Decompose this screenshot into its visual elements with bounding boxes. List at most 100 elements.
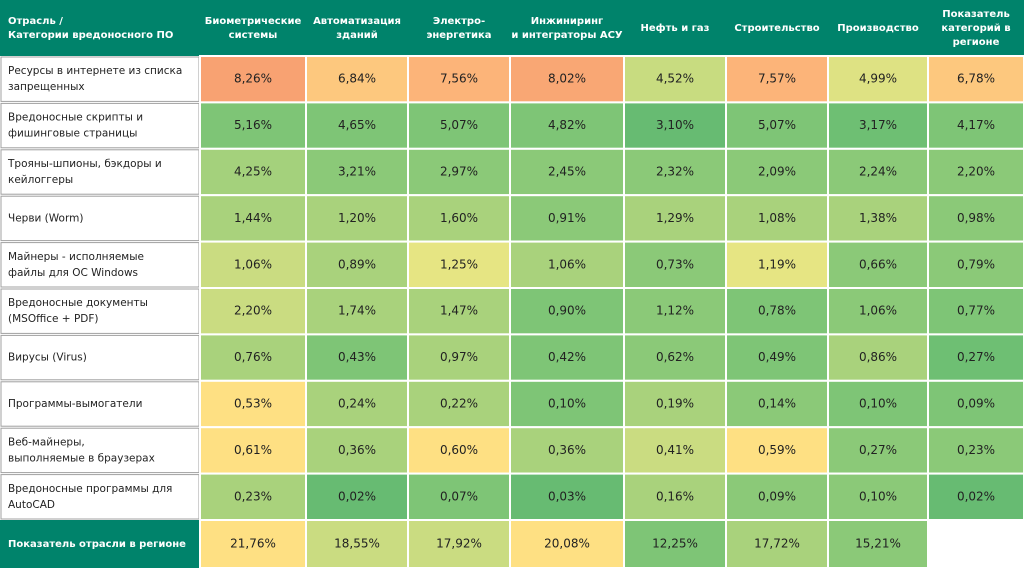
- heatmap-cell: [509, 240, 625, 290]
- cell-value: 0,24%: [338, 397, 376, 411]
- cell-value: 3,10%: [656, 118, 694, 132]
- column-header: Нефть и газ: [641, 22, 710, 34]
- column-header: энергетика: [426, 30, 491, 41]
- row-label: Трояны-шпионы, бэкдоры и: [7, 158, 162, 170]
- heatmap-cell: [199, 472, 307, 522]
- cell-value: 0,66%: [859, 257, 897, 271]
- row-label: Черви (Worm): [8, 212, 83, 224]
- row-label: фишинговые страницы: [8, 128, 137, 140]
- cell-value: 0,98%: [957, 211, 995, 225]
- column-header: Производство: [837, 23, 919, 34]
- heatmap-cell: [827, 426, 929, 475]
- heatmap-cell: [827, 147, 929, 197]
- cell-value: 0,02%: [957, 489, 995, 503]
- heatmap-cell: [827, 472, 929, 522]
- heatmap-cell: [305, 333, 409, 382]
- heatmap-cell: [927, 147, 1024, 197]
- cell-value: 0,59%: [758, 443, 796, 457]
- cell-value: 7,56%: [440, 72, 478, 86]
- heatmap-cell: [407, 472, 511, 522]
- row-label: запрещенных: [8, 81, 85, 93]
- cell-value: 4,99%: [859, 72, 897, 86]
- cell-value: 1,06%: [234, 257, 272, 271]
- corner-header: Категории вредоносного ПО: [8, 30, 173, 41]
- column-header: и интеграторы АСУ: [511, 30, 623, 41]
- row-label-cell: [0, 242, 200, 288]
- cell-value: 0,09%: [957, 397, 995, 411]
- cell-value: 1,47%: [440, 304, 478, 318]
- cell-value: 2,32%: [656, 165, 694, 179]
- cell-value: 0,61%: [234, 443, 272, 457]
- header-bar: [0, 0, 1024, 56]
- row-label-cell: [0, 381, 200, 427]
- heatmap-cell: [199, 147, 307, 197]
- cell-value: 2,20%: [957, 165, 995, 179]
- heatmap-cell: [927, 333, 1024, 382]
- column-header: регионе: [953, 37, 1000, 48]
- footer-value: 12,25%: [652, 537, 698, 551]
- cell-value: 0,62%: [656, 350, 694, 364]
- heatmap-cell: [199, 426, 307, 475]
- column-header: зданий: [336, 30, 378, 41]
- row-label: выполняемые в браузерах: [8, 452, 155, 464]
- cell-value: 0,49%: [758, 350, 796, 364]
- cell-value: 0,73%: [656, 257, 694, 271]
- row-label-cell: [0, 102, 200, 149]
- cell-value: 0,14%: [758, 397, 796, 411]
- heatmap-cell: [927, 194, 1024, 243]
- heatmap-cell: [827, 287, 929, 336]
- heatmap-cell: [725, 194, 829, 243]
- cell-value: 0,53%: [234, 397, 272, 411]
- cell-value: 0,10%: [548, 397, 586, 411]
- row-label: Вирусы (Virus): [8, 352, 87, 364]
- cell-value: 1,38%: [859, 211, 897, 225]
- heatmap-cell: [927, 101, 1024, 150]
- cell-value: 8,26%: [234, 72, 272, 86]
- cell-value: 5,07%: [440, 118, 478, 132]
- row-label: Веб-майнеры,: [8, 436, 85, 448]
- cell-value: 1,19%: [758, 257, 796, 271]
- cell-value: 1,06%: [859, 304, 897, 318]
- corner-header: Отрасль /: [8, 16, 63, 27]
- cell-value: 0,03%: [548, 489, 586, 503]
- heatmap-cell: [623, 287, 727, 336]
- row-label: Майнеры - исполняемые: [8, 251, 144, 263]
- cell-value: 0,10%: [859, 397, 897, 411]
- cell-value: 0,42%: [548, 350, 586, 364]
- cell-value: 3,17%: [859, 118, 897, 132]
- cell-value: 6,78%: [957, 72, 995, 86]
- heatmap-cell: [407, 55, 511, 104]
- heatmap-cell: [305, 194, 409, 243]
- heatmap-cell: [927, 472, 1024, 522]
- row-label: файлы для ОС Windows: [8, 267, 138, 279]
- heatmap-cell: [827, 101, 929, 150]
- heatmap-cell: [199, 194, 307, 243]
- cell-value: 1,29%: [656, 211, 694, 225]
- cell-value: 0,78%: [758, 304, 796, 318]
- row-label-cell: [0, 427, 200, 474]
- heatmap-cell: [623, 194, 727, 243]
- cell-value: 2,24%: [859, 165, 897, 179]
- heatmap-cell: [407, 287, 511, 336]
- cell-value: 0,27%: [859, 443, 897, 457]
- heatmap-cell: [305, 55, 409, 104]
- heatmap-cell: [725, 240, 829, 290]
- cell-value: 3,21%: [338, 165, 376, 179]
- cell-value: 0,36%: [338, 443, 376, 457]
- heatmap-cell: [509, 426, 625, 475]
- cell-value: 4,65%: [338, 118, 376, 132]
- footer-label-cell: [0, 520, 200, 568]
- cell-value: 0,07%: [440, 489, 478, 503]
- column-header: категорий в: [941, 23, 1010, 34]
- cell-value: 2,45%: [548, 165, 586, 179]
- footer-cell: [305, 519, 409, 569]
- cell-value: 4,52%: [656, 72, 694, 86]
- heatmap-cell: [725, 333, 829, 382]
- cell-value: 0,16%: [656, 489, 694, 503]
- cell-value: 1,74%: [338, 304, 376, 318]
- cell-value: 2,97%: [440, 165, 478, 179]
- cell-value: 4,17%: [957, 118, 995, 132]
- heatmap-cell: [407, 426, 511, 475]
- cell-value: 7,57%: [758, 72, 796, 86]
